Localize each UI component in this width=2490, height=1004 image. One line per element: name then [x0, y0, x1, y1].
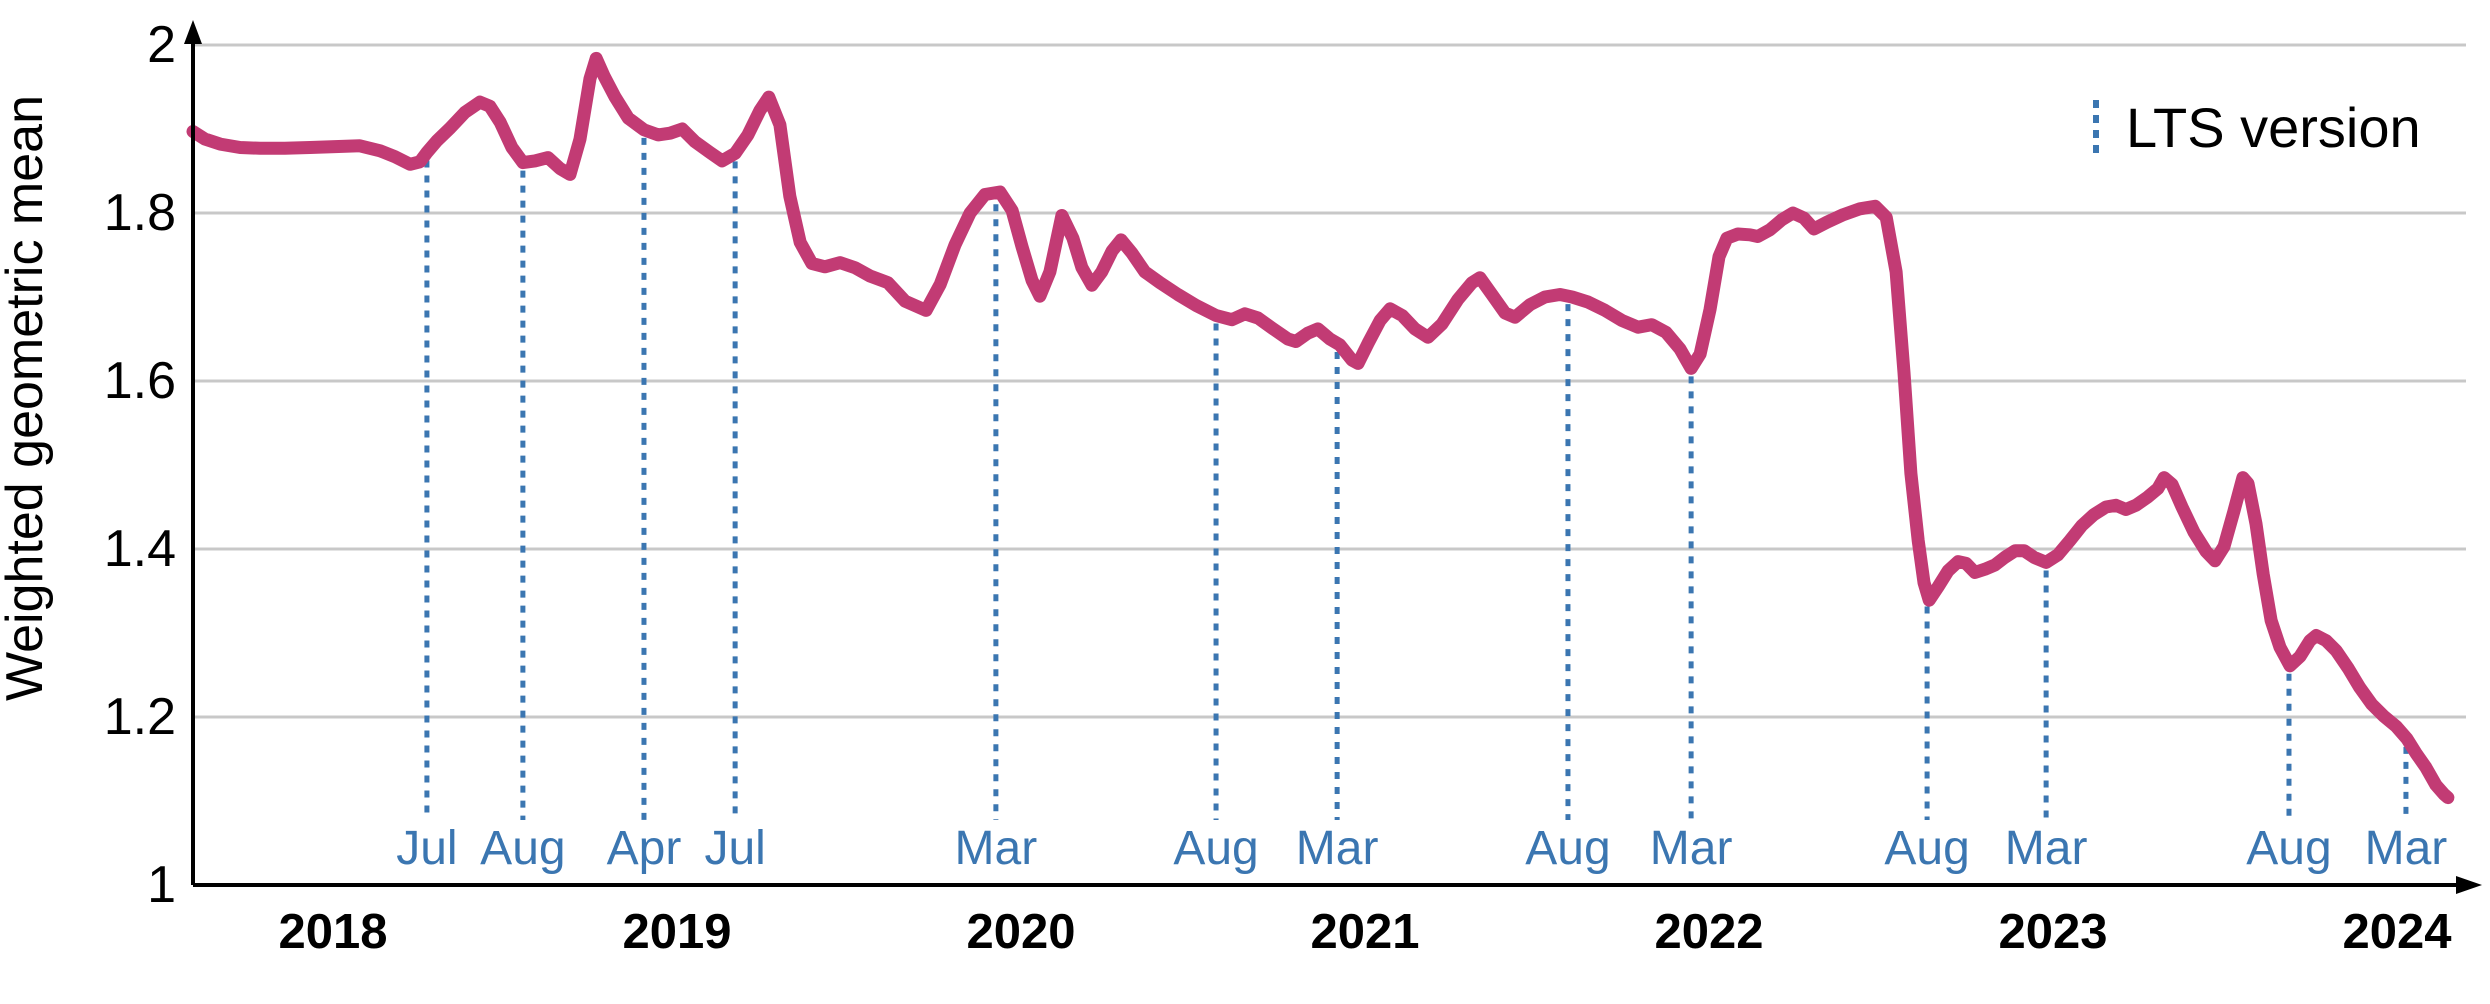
x-tick-label: 2023 — [1998, 905, 2107, 959]
legend: LTS version — [2093, 96, 2421, 160]
lts-month-label: Aug — [2246, 822, 2331, 875]
x-tick-label: 2022 — [1654, 905, 1763, 959]
lts-month-label: Mar — [1296, 822, 1379, 875]
y-axis-arrow-icon — [184, 20, 202, 44]
lts-month-label: Aug — [1173, 822, 1258, 875]
x-tick-label: 2024 — [2342, 905, 2451, 959]
lts-month-labels: Jul Aug Apr Jul Mar Aug Mar Aug Mar Aug Mar Aug Mar — [396, 822, 2447, 875]
x-tick-label: 2019 — [622, 905, 731, 959]
lts-month-label: Mar — [2005, 822, 2088, 875]
y-tick-label: 1.6 — [104, 352, 176, 410]
x-tick-label: 2021 — [1310, 905, 1419, 959]
y-tick-label: 1 — [147, 856, 176, 914]
lts-month-label: Mar — [955, 822, 1038, 875]
lts-month-label: Aug — [1884, 822, 1969, 875]
y-tick-label: 1.2 — [104, 688, 176, 746]
lts-month-label: Mar — [1650, 822, 1733, 875]
series-line — [186, 51, 2455, 805]
lts-month-label: Aug — [1525, 822, 1610, 875]
y-tick-label: 2 — [147, 16, 176, 74]
lts-month-label: Jul — [704, 822, 765, 875]
y-tick-labels: 2 1.8 1.6 1.4 1.2 1 — [104, 16, 176, 914]
gridlines — [195, 43, 2466, 719]
y-tick-label: 1.4 — [104, 520, 176, 578]
x-tick-label: 2018 — [278, 905, 387, 959]
x-tick-labels: 2018 2019 2020 2021 2022 2023 2024 — [278, 905, 2451, 959]
lts-month-label: Aug — [480, 822, 565, 875]
x-axis-arrow-icon — [2456, 876, 2482, 894]
lts-month-label: Jul — [396, 822, 457, 875]
lts-month-label: Apr — [607, 822, 682, 875]
y-tick-label: 1.8 — [104, 184, 176, 242]
y-axis-title: Weighted geometric mean — [0, 95, 54, 701]
lts-month-label: Mar — [2365, 822, 2448, 875]
x-tick-label: 2020 — [966, 905, 1075, 959]
legend-label: LTS version — [2126, 96, 2421, 159]
lts-marker-lines — [424, 137, 2409, 820]
